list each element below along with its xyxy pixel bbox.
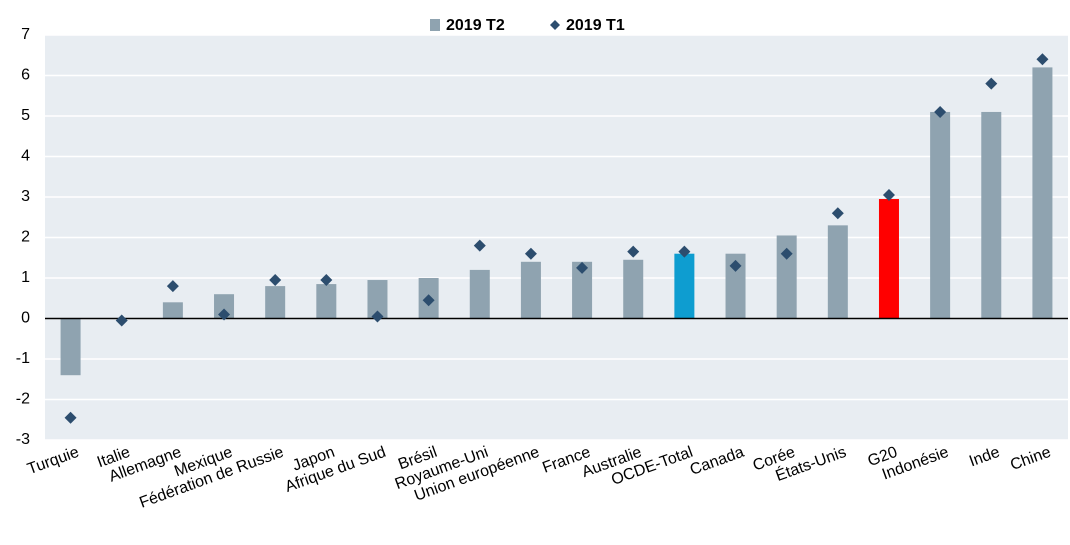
- y-tick-label: 1: [21, 269, 30, 286]
- bar: [674, 253, 695, 319]
- y-tick-label: 2: [21, 229, 30, 246]
- bar: [469, 269, 490, 319]
- x-tick-label: Inde: [967, 444, 1002, 471]
- bar: [930, 111, 951, 319]
- marker: [934, 105, 947, 118]
- y-tick-label: 7: [21, 26, 30, 43]
- legend-label: 2019 T1: [566, 17, 625, 34]
- x-tick-label: Turquie: [25, 444, 81, 478]
- marker: [218, 308, 231, 321]
- bar: [162, 302, 183, 319]
- bar: [367, 280, 388, 319]
- marker: [422, 294, 435, 307]
- bar: [725, 253, 746, 319]
- bar: [623, 259, 644, 319]
- legend-label: 2019 T2: [446, 17, 505, 34]
- x-tick-label: Chine: [1008, 444, 1053, 474]
- marker: [678, 245, 691, 258]
- bar: [316, 284, 337, 319]
- marker: [882, 188, 895, 201]
- y-tick-label: 6: [21, 67, 30, 84]
- marker: [627, 245, 640, 258]
- bar: [827, 225, 848, 319]
- y-tick-label: -2: [16, 391, 30, 408]
- marker: [985, 77, 998, 90]
- bar: [572, 261, 593, 319]
- marker: [576, 261, 589, 274]
- bar: [776, 235, 797, 319]
- marker: [115, 314, 128, 327]
- legend-swatch: [550, 20, 560, 30]
- y-tick-label: 3: [21, 188, 30, 205]
- marker: [166, 280, 179, 293]
- bar: [214, 294, 235, 319]
- marker: [269, 274, 282, 287]
- bar: [981, 111, 1002, 319]
- marker: [473, 239, 486, 252]
- marker: [831, 207, 844, 220]
- y-tick-label: -1: [16, 350, 30, 367]
- marker: [729, 259, 742, 272]
- legend-swatch: [430, 19, 440, 31]
- y-tick-label: 5: [21, 107, 30, 124]
- x-tick-label: Canada: [688, 444, 747, 479]
- y-tick-label: -3: [16, 431, 30, 448]
- bar: [878, 199, 899, 319]
- marker: [524, 247, 537, 260]
- bar: [1032, 67, 1053, 319]
- bar: [520, 261, 541, 319]
- bar: [60, 318, 81, 376]
- marker: [320, 274, 333, 287]
- marker: [780, 247, 793, 260]
- marker: [64, 411, 77, 424]
- bar: [265, 286, 286, 319]
- y-tick-label: 4: [21, 148, 30, 165]
- y-tick-label: 0: [21, 310, 30, 327]
- marker: [371, 310, 384, 323]
- marker: [1036, 53, 1049, 66]
